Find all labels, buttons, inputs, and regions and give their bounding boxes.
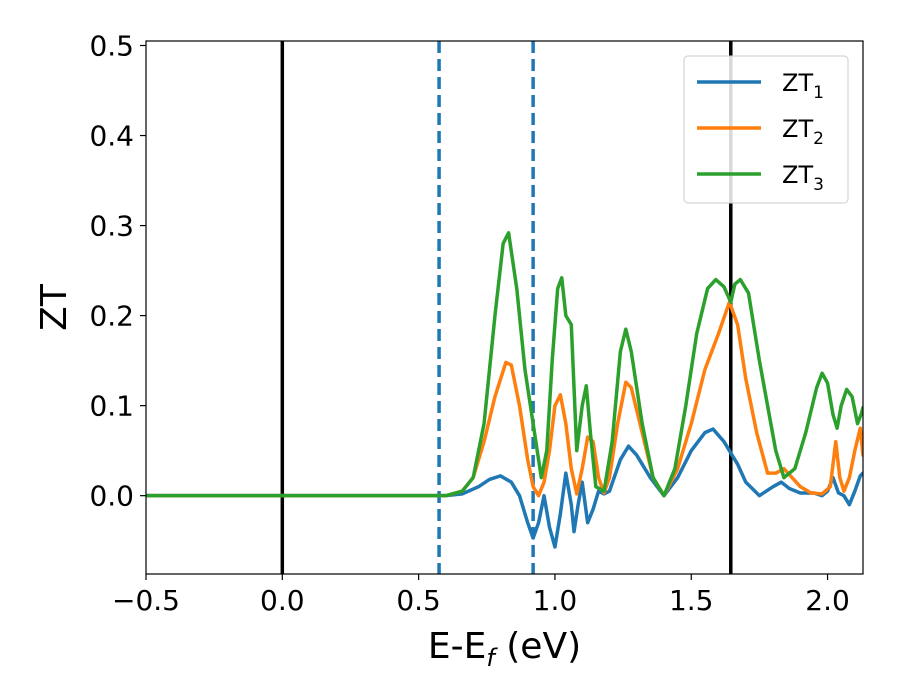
x-tick-label: 2.0 — [805, 584, 850, 617]
plot-frame — [145, 40, 864, 575]
legend-label-zt1: ZT1 — [782, 69, 824, 103]
series-line-zt2 — [146, 300, 863, 498]
x-tick-label: 1.0 — [533, 584, 578, 617]
x-tick-label: 0.0 — [260, 584, 305, 617]
x-tick-label: 1.5 — [669, 584, 714, 617]
x-axis-label-unit: (eV) — [495, 626, 581, 667]
y-tick-label: 0.4 — [89, 120, 134, 153]
series-line-zt3 — [146, 231, 863, 498]
legend-label-zt2: ZT2 — [782, 115, 824, 149]
y-tick-label: 0.0 — [89, 480, 134, 513]
y-tick-label: 0.2 — [89, 300, 134, 333]
y-axis-label: ZT — [34, 283, 75, 331]
legend-label-zt3: ZT3 — [782, 161, 824, 195]
legend-box — [683, 55, 849, 204]
y-tick-label: 0.1 — [89, 390, 134, 423]
x-tick-label: 0.5 — [396, 584, 441, 617]
x-axis-label-main: E-E — [428, 626, 486, 667]
y-tick-label: 0.3 — [89, 210, 134, 243]
x-axis-label: E-Ef (eV) — [428, 626, 581, 672]
x-tick-label: −0.5 — [112, 584, 180, 617]
y-tick-label: 0.5 — [89, 30, 134, 63]
legend: ZT1 ZT2 ZT3 — [683, 55, 849, 204]
